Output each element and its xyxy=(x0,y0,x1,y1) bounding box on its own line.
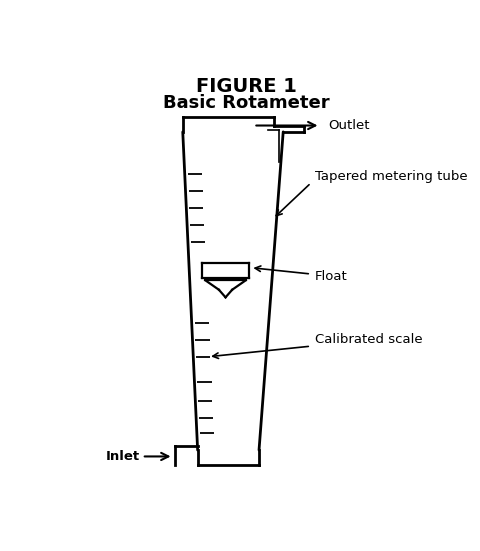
Text: Tapered metering tube: Tapered metering tube xyxy=(315,170,468,183)
Text: FIGURE 1: FIGURE 1 xyxy=(195,77,297,96)
Text: Outlet: Outlet xyxy=(328,119,369,132)
Text: Calibrated scale: Calibrated scale xyxy=(315,333,422,346)
Text: Basic Rotameter: Basic Rotameter xyxy=(163,94,329,112)
Text: Inlet: Inlet xyxy=(106,450,140,463)
Text: Float: Float xyxy=(315,269,348,283)
